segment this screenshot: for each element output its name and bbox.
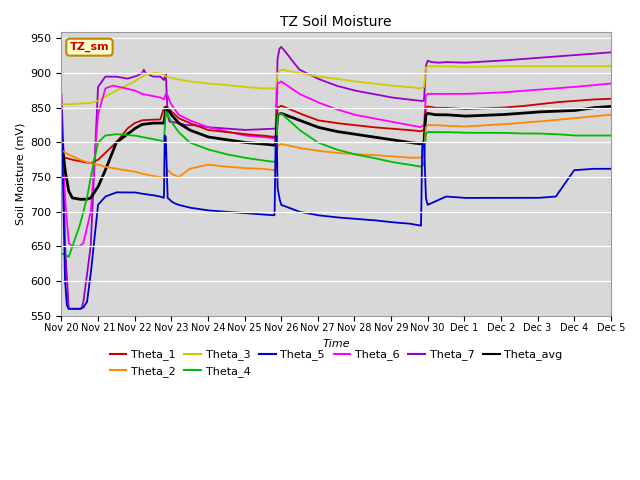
Theta_4 [153, 137, 161, 143]
X-axis label: Time: Time [323, 339, 350, 349]
Theta_6 [538, 86, 545, 92]
Theta_4 [596, 132, 604, 138]
Theta_avg [268, 142, 276, 148]
Theta_2 [120, 167, 128, 173]
Theta_1 [596, 96, 604, 102]
Theta_3 [596, 63, 604, 69]
Theta_5 [607, 166, 614, 172]
Line: Theta_7: Theta_7 [61, 47, 611, 309]
Theta_7 [292, 63, 300, 69]
Theta_5 [153, 193, 161, 199]
Theta_1 [292, 109, 300, 115]
Theta_avg [76, 196, 84, 202]
Theta_avg [537, 109, 545, 115]
Theta_7 [65, 306, 72, 312]
Theta_2 [607, 112, 614, 118]
Theta_avg [153, 120, 161, 126]
Theta_7 [538, 55, 545, 60]
Theta_5 [65, 306, 72, 312]
Theta_6 [292, 89, 300, 95]
Theta_1 [268, 134, 276, 140]
Theta_1 [87, 160, 95, 166]
Theta_3 [120, 84, 128, 90]
Theta_7 [607, 49, 614, 55]
Theta_4 [538, 131, 545, 136]
Theta_3 [58, 101, 65, 107]
Title: TZ Soil Moisture: TZ Soil Moisture [280, 15, 392, 29]
Line: Theta_4: Theta_4 [61, 111, 611, 257]
Text: TZ_sm: TZ_sm [70, 42, 109, 52]
Theta_7 [277, 44, 285, 50]
Theta_2 [537, 119, 545, 124]
Theta_avg [292, 116, 300, 122]
Theta_2 [596, 113, 604, 119]
Theta_4 [292, 124, 300, 130]
Theta_7 [596, 50, 604, 56]
Theta_5 [120, 190, 128, 195]
Theta_2 [292, 144, 300, 150]
Theta_7 [268, 126, 276, 132]
Theta_4 [269, 159, 276, 165]
Theta_6 [596, 82, 604, 87]
Theta_3 [153, 70, 161, 76]
Theta_3 [424, 63, 431, 69]
Theta_6 [277, 79, 285, 84]
Theta_1 [607, 96, 614, 102]
Theta_6 [607, 81, 614, 86]
Theta_avg [58, 134, 65, 140]
Line: Theta_5: Theta_5 [61, 109, 611, 309]
Line: Theta_2: Theta_2 [61, 115, 611, 179]
Theta_2 [160, 176, 168, 181]
Theta_2 [58, 146, 65, 152]
Y-axis label: Soil Moisture (mV): Soil Moisture (mV) [15, 122, 25, 225]
Theta_5 [537, 195, 545, 201]
Theta_2 [153, 174, 161, 180]
Theta_avg [607, 104, 614, 109]
Theta_1 [120, 130, 128, 135]
Line: Theta_avg: Theta_avg [61, 107, 611, 199]
Theta_3 [537, 63, 545, 69]
Theta_4 [607, 132, 614, 138]
Theta_4 [162, 108, 170, 114]
Theta_7 [58, 91, 65, 97]
Theta_avg [120, 133, 128, 139]
Theta_3 [292, 70, 300, 75]
Theta_4 [65, 254, 72, 260]
Theta_5 [596, 166, 604, 172]
Theta_6 [120, 85, 128, 91]
Theta_6 [153, 94, 161, 100]
Theta_6 [268, 135, 276, 141]
Theta_3 [607, 63, 614, 69]
Theta_4 [120, 132, 128, 138]
Theta_6 [68, 243, 76, 249]
Theta_1 [58, 154, 65, 159]
Theta_4 [58, 251, 65, 256]
Theta_7 [153, 74, 161, 80]
Line: Theta_1: Theta_1 [61, 99, 611, 163]
Theta_avg [596, 104, 604, 110]
Theta_2 [268, 167, 276, 173]
Theta_1 [537, 101, 545, 107]
Theta_5 [292, 208, 300, 214]
Legend: Theta_1, Theta_2, Theta_3, Theta_4, Theta_5, Theta_6, Theta_7, Theta_avg: Theta_1, Theta_2, Theta_3, Theta_4, Thet… [105, 345, 567, 381]
Theta_3 [268, 85, 276, 91]
Theta_5 [58, 106, 65, 112]
Theta_1 [153, 117, 161, 122]
Theta_5 [268, 212, 276, 218]
Line: Theta_3: Theta_3 [61, 66, 611, 104]
Theta_6 [58, 132, 65, 138]
Line: Theta_6: Theta_6 [61, 82, 611, 246]
Theta_7 [120, 75, 128, 81]
